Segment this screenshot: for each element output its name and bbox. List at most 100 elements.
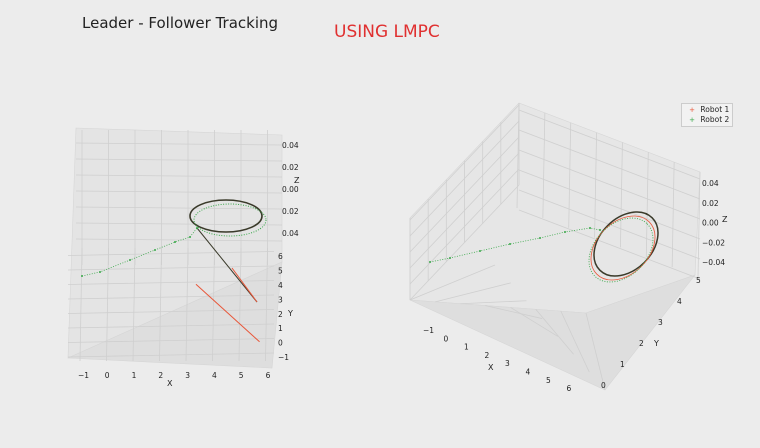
- z-tick-label: 0.02: [282, 207, 299, 216]
- x-axis-label: X: [488, 363, 494, 372]
- x-tick-label: 6: [266, 371, 271, 380]
- y-tick-label: 6: [278, 252, 283, 261]
- z-axis-label: Z: [294, 176, 300, 185]
- y-tick-label: 0: [278, 339, 283, 348]
- grid-line: [75, 206, 283, 210]
- grid-line: [645, 152, 649, 258]
- x-tick-label: 4: [526, 368, 531, 377]
- grid-line: [594, 132, 597, 238]
- robot-2-point: [174, 241, 176, 243]
- grid-line: [516, 102, 520, 209]
- grid-line: [518, 109, 701, 180]
- robot-2-trail: [81, 227, 198, 277]
- x-tick-label: 4: [212, 371, 217, 380]
- x-tick-label: 0: [105, 371, 110, 380]
- grid-line: [75, 238, 283, 242]
- grid-line: [620, 142, 623, 248]
- grid-line: [510, 307, 559, 337]
- robot-2-point: [589, 227, 591, 229]
- robot-2-loop: [588, 217, 654, 283]
- x-tick-label: 3: [185, 371, 190, 380]
- y-tick-label: 1: [278, 324, 283, 333]
- legend-marker-robot-2: +: [689, 116, 695, 124]
- legend-label-robot-2: Robot 2: [700, 115, 730, 124]
- floor-pane: [409, 274, 696, 391]
- grid-line: [518, 129, 701, 200]
- z-tick-label: 0.02: [702, 199, 719, 208]
- y-axis-label: Y: [653, 339, 659, 348]
- grid-line: [67, 294, 275, 300]
- z-tick-label: 0.00: [702, 219, 719, 228]
- y-tick-label: 5: [278, 267, 283, 276]
- legend-item-robot-1: + Robot 1: [686, 105, 729, 114]
- robot-1-loop: [189, 199, 263, 233]
- grid-line: [518, 169, 701, 240]
- y-tick-label: 0: [601, 381, 606, 390]
- z-tick-label: 0.02: [282, 163, 299, 172]
- figure-title: Leader - Follower Tracking: [82, 14, 279, 32]
- legend: + Robot 1 + Robot 2: [681, 103, 733, 127]
- x-tick-label: 1: [464, 343, 469, 352]
- grid-line: [535, 309, 574, 355]
- z-tick-label: −0.04: [702, 258, 725, 267]
- x-tick-label: 1: [132, 371, 137, 380]
- robot-1-loop: [593, 211, 659, 277]
- grid-line: [132, 247, 136, 362]
- robot-1-loop-fill: [590, 215, 656, 281]
- robot-2-trail: [429, 227, 601, 263]
- x-tick-label: 2: [158, 371, 163, 380]
- grid-line: [265, 247, 268, 362]
- x-tick-label: 2: [485, 351, 490, 360]
- y-tick-label: 5: [696, 276, 701, 285]
- grid-line: [485, 305, 543, 319]
- grid-line: [409, 152, 520, 269]
- grid-line: [75, 174, 283, 178]
- grid-line: [67, 338, 275, 343]
- figure-subtitle: USING LMPC: [334, 22, 440, 42]
- y-tick-label: 3: [278, 295, 283, 304]
- grid-line: [75, 142, 283, 146]
- legend-item-robot-2: + Robot 2: [686, 115, 729, 124]
- robot-2-loop: [193, 203, 267, 237]
- y-tick-label: 4: [278, 281, 283, 290]
- x-tick-label: −1: [78, 371, 89, 380]
- grid-line: [409, 104, 520, 221]
- y-tick-label: −1: [278, 353, 289, 362]
- grid-line: [106, 247, 109, 362]
- robot-1-approach: [196, 227, 258, 303]
- robot-1-approach-tail: [231, 267, 258, 303]
- grid-line: [75, 190, 283, 194]
- grid-line: [560, 310, 590, 373]
- x-tick-label: 6: [567, 384, 572, 393]
- y-tick-label: 2: [278, 310, 283, 319]
- grid-line: [67, 309, 275, 314]
- grid-line: [159, 247, 162, 362]
- grid-line: [585, 312, 606, 391]
- grid-line: [409, 264, 496, 301]
- x-tick-label: −1: [423, 326, 434, 335]
- grid-line: [67, 251, 275, 256]
- back-pane: [409, 102, 701, 314]
- grid-line: [75, 222, 283, 226]
- z-tick-label: 0.00: [282, 185, 299, 194]
- grid-line: [67, 352, 275, 358]
- grid-line: [542, 112, 546, 218]
- z-tick-label: −0.02: [702, 238, 725, 247]
- x-tick-label: 5: [239, 371, 244, 380]
- grid-line: [518, 149, 701, 220]
- x-axis-label: X: [167, 379, 173, 388]
- grid-line: [460, 300, 527, 305]
- x-tick-label: 0: [444, 334, 449, 343]
- y-axis-label: Y: [287, 309, 293, 318]
- grid-line: [185, 247, 189, 362]
- x-tick-label: 3: [505, 359, 510, 368]
- z-tick-label: 0.04: [702, 179, 719, 188]
- grid-line: [75, 158, 283, 162]
- z-axis-label: Z: [722, 215, 728, 224]
- grid-line: [67, 265, 275, 271]
- grid-line: [435, 282, 511, 303]
- grid-line: [697, 171, 701, 278]
- y-tick-label: 4: [677, 297, 682, 306]
